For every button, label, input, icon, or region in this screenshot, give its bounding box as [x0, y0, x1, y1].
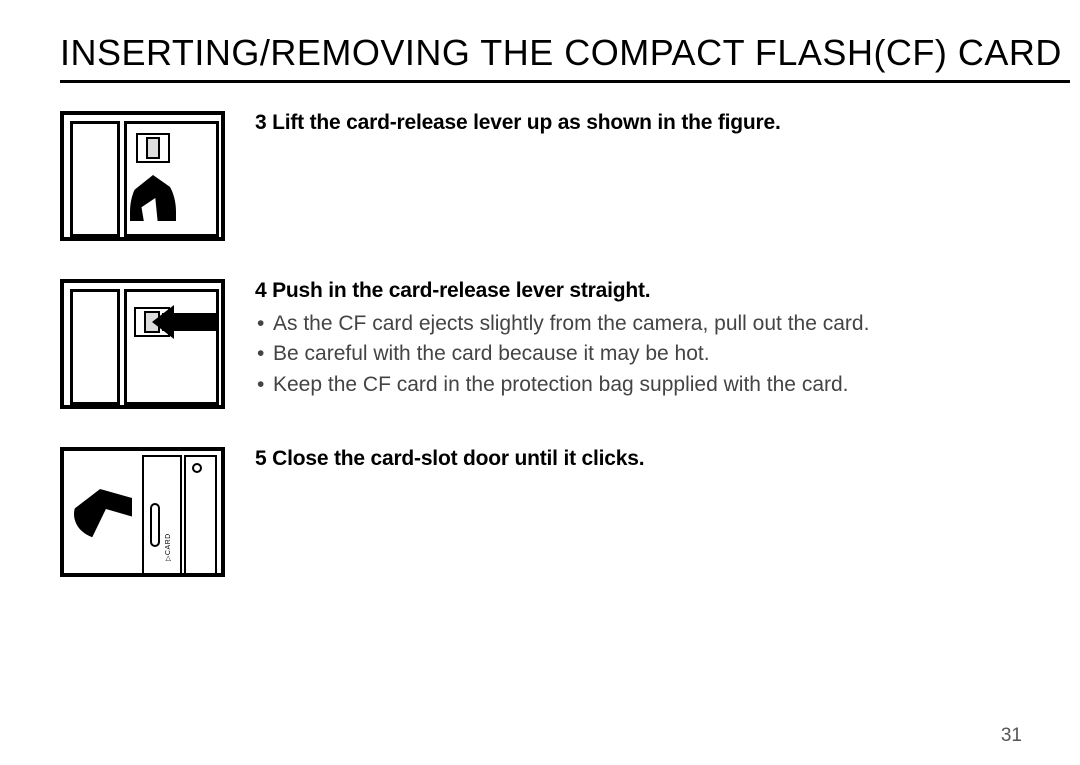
- step-5-number: 5: [255, 447, 266, 470]
- step-3-number: 3: [255, 111, 266, 134]
- step-4-bullets: As the CF card ejects slightly from the …: [255, 309, 1015, 400]
- step-4-bullet-2: Be careful with the card because it may …: [257, 339, 1015, 369]
- step-4-text: 4 Push in the card-release lever straigh…: [255, 279, 1015, 400]
- step-4-heading-text: Push in the card-release lever straight.: [272, 279, 650, 302]
- step-5-heading-text: Close the card-slot door until it clicks…: [272, 447, 644, 470]
- step-5-figure-label: ▷CARD: [164, 533, 172, 561]
- step-4-figure: [60, 279, 225, 409]
- step-4-number: 4: [255, 279, 266, 302]
- page-number: 31: [1001, 725, 1022, 747]
- step-4-bullet-3: Keep the CF card in the protection bag s…: [257, 370, 1015, 400]
- step-3: 3 Lift the card-release lever up as show…: [60, 111, 1080, 241]
- step-5: ▷CARD 5 Close the card-slot door until i…: [60, 447, 1080, 577]
- step-3-text: 3 Lift the card-release lever up as show…: [255, 111, 1015, 141]
- step-3-heading-text: Lift the card-release lever up as shown …: [272, 111, 781, 134]
- step-4: 4 Push in the card-release lever straigh…: [60, 279, 1080, 409]
- step-5-figure-art: ▷CARD: [64, 451, 221, 573]
- step-3-heading: 3 Lift the card-release lever up as show…: [255, 111, 1015, 135]
- step-3-figure-art: [64, 115, 221, 237]
- step-5-heading: 5 Close the card-slot door until it clic…: [255, 447, 1015, 471]
- step-5-figure: ▷CARD: [60, 447, 225, 577]
- step-4-bullet-1: As the CF card ejects slightly from the …: [257, 309, 1015, 339]
- step-4-heading: 4 Push in the card-release lever straigh…: [255, 279, 1015, 303]
- manual-page: INSERTING/REMOVING THE COMPACT FLASH(CF)…: [0, 0, 1080, 765]
- page-title: INSERTING/REMOVING THE COMPACT FLASH(CF)…: [60, 32, 1070, 83]
- step-5-text: 5 Close the card-slot door until it clic…: [255, 447, 1015, 477]
- step-4-figure-art: [64, 283, 221, 405]
- step-3-figure: [60, 111, 225, 241]
